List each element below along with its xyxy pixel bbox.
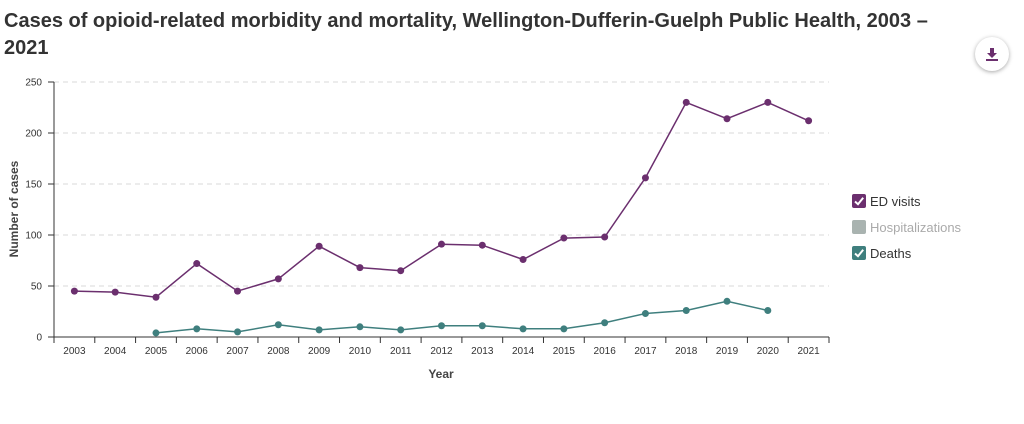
legend-label: Hospitalizations [870, 219, 962, 235]
data-point[interactable] [478, 322, 486, 330]
data-point[interactable] [356, 323, 364, 331]
data-point[interactable] [234, 287, 242, 295]
grid-lines [54, 81, 829, 287]
data-point[interactable] [397, 267, 405, 275]
data-point[interactable] [641, 174, 649, 182]
checkbox-checked-icon[interactable] [852, 246, 866, 260]
data-point[interactable] [682, 98, 690, 106]
series-line [74, 101, 809, 298]
data-point[interactable] [723, 297, 731, 305]
data-point[interactable] [193, 325, 201, 333]
x-tick-label: 2018 [675, 346, 698, 357]
x-axis-label: Year [428, 367, 454, 381]
data-point[interactable] [70, 287, 78, 295]
data-point[interactable] [682, 306, 690, 314]
x-tick-label: 2010 [349, 346, 372, 357]
data-point[interactable] [315, 242, 323, 250]
x-tick-label: 2017 [634, 346, 657, 357]
data-point[interactable] [601, 233, 609, 241]
y-tick-label: 0 [36, 333, 42, 344]
data-point[interactable] [723, 115, 731, 123]
data-point[interactable] [152, 293, 160, 301]
data-point[interactable] [519, 255, 527, 263]
data-point[interactable] [315, 326, 323, 334]
data-point[interactable] [397, 326, 405, 334]
series-ed-visits [70, 98, 813, 301]
x-tick-label: 2011 [390, 346, 412, 357]
x-tick-label: 2006 [186, 346, 209, 357]
y-axis-label: Number of cases [7, 160, 21, 257]
y-tick-label: 150 [25, 180, 42, 191]
legend-item-deaths[interactable]: Deaths [852, 240, 961, 266]
data-point[interactable] [274, 275, 282, 283]
download-icon [986, 48, 998, 61]
x-tick-label: 2019 [716, 346, 739, 357]
x-tick-label: 2012 [430, 346, 453, 357]
checkbox-checked-icon[interactable] [852, 194, 866, 208]
x-tick-label: 2005 [145, 346, 168, 357]
axes: 0 50 100 150 200 250 2003 2004 2005 2006 2007 2008 2… [25, 78, 830, 357]
x-tick-label: 2014 [512, 346, 535, 357]
download-button[interactable] [975, 37, 1009, 71]
data-point[interactable] [234, 328, 242, 336]
data-point[interactable] [356, 264, 364, 272]
x-tick-label: 2020 [757, 346, 780, 357]
legend: ED visits Hospitalizations Deaths [852, 188, 961, 266]
x-tick-label: 2016 [594, 346, 617, 357]
data-point[interactable] [641, 310, 649, 318]
data-point[interactable] [764, 306, 772, 314]
x-tick-label: 2009 [308, 346, 331, 357]
chart-title: Cases of opioid-related morbidity and mo… [4, 10, 928, 59]
x-tick-label: 2003 [63, 346, 86, 357]
data-point[interactable] [764, 98, 772, 106]
legend-item-hospitalizations[interactable]: Hospitalizations [852, 214, 961, 240]
data-point[interactable] [438, 240, 445, 248]
series-deaths [152, 297, 772, 337]
y-tick-label: 200 [25, 129, 42, 140]
legend-label: Deaths [870, 245, 912, 261]
data-point[interactable] [438, 322, 445, 330]
data-point[interactable] [152, 329, 160, 337]
x-tick-label: 2004 [104, 346, 127, 357]
data-point[interactable] [560, 325, 568, 333]
series-layer [70, 98, 813, 337]
data-point[interactable] [601, 319, 609, 327]
data-point[interactable] [560, 234, 568, 242]
checkbox-unchecked-icon[interactable] [852, 220, 866, 234]
data-point[interactable] [193, 260, 201, 268]
x-tick-label: 2021 [797, 346, 820, 357]
series-line [155, 300, 768, 334]
y-tick-label: 250 [25, 78, 42, 89]
y-tick-label: 100 [25, 231, 42, 242]
data-point[interactable] [274, 321, 282, 329]
x-tick-label: 2007 [226, 346, 249, 357]
x-tick-label: 2008 [267, 346, 290, 357]
x-tick-label: 2015 [553, 346, 576, 357]
x-tick-label: 2013 [471, 346, 494, 357]
data-point[interactable] [478, 241, 486, 249]
data-point[interactable] [111, 288, 119, 296]
data-point[interactable] [805, 117, 813, 125]
legend-item-ed-visits[interactable]: ED visits [852, 188, 961, 214]
y-tick-label: 50 [31, 282, 43, 293]
data-point[interactable] [519, 325, 527, 333]
legend-label: ED visits [870, 193, 921, 209]
